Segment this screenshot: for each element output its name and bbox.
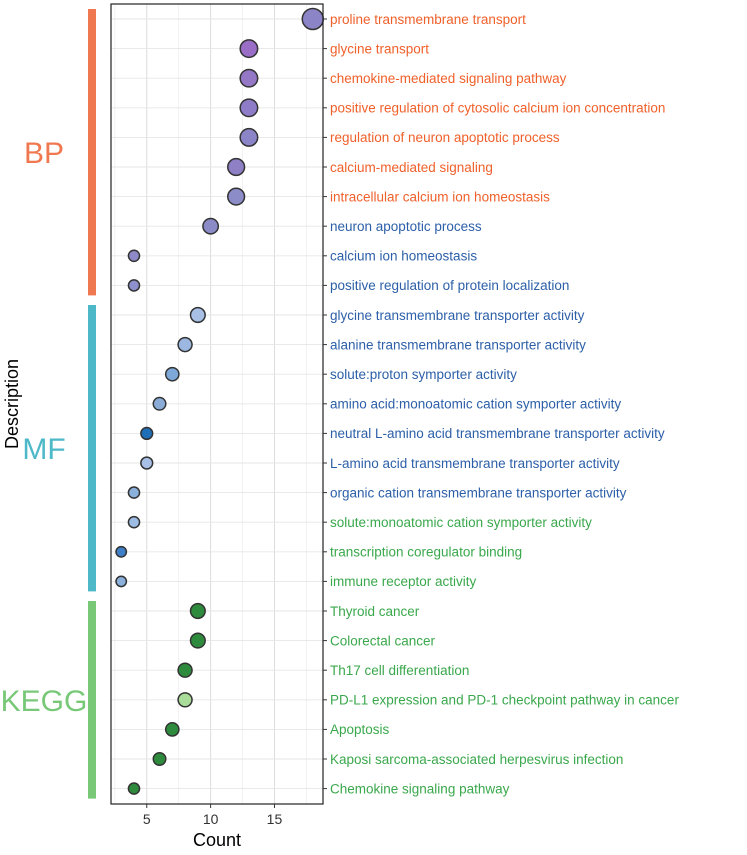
y-tick-label: proline transmembrane transport: [330, 12, 526, 27]
data-point: [202, 217, 220, 235]
data-point: [227, 157, 246, 177]
y-tick-label: Th17 cell differentiation: [330, 663, 469, 678]
data-point: [301, 7, 325, 31]
data-point: [189, 632, 206, 649]
y-tick-label: immune receptor activity: [330, 574, 477, 589]
y-tick-label: alanine transmembrane transporter activi…: [330, 337, 586, 352]
group-label-kegg: KEGG: [1, 685, 88, 718]
y-tick-label: intracellular calcium ion homeostasis: [330, 189, 550, 204]
group-label-bp: BP: [24, 137, 64, 170]
y-tick-label: organic cation transmembrane transporter…: [330, 485, 627, 500]
group-bar-kegg: [88, 601, 96, 799]
y-tick-label: regulation of neuron apoptotic process: [330, 130, 560, 145]
y-axis-title: Description: [2, 359, 22, 449]
data-point: [152, 396, 167, 411]
data-point: [177, 336, 193, 353]
x-axis-title: Count: [193, 830, 241, 850]
y-tick-label: glycine transport: [330, 41, 429, 56]
data-point: [140, 426, 154, 441]
data-point: [115, 575, 128, 588]
y-tick-label: positive regulation of cytosolic calcium…: [330, 101, 665, 116]
data-point: [239, 127, 259, 147]
data-point: [127, 279, 141, 292]
group-bar-bp: [88, 9, 96, 296]
y-tick-label: positive regulation of protein localizat…: [330, 278, 569, 293]
data-point: [127, 515, 141, 529]
data-point: [115, 545, 128, 558]
y-tick-label: Chemokine signaling pathway: [330, 781, 510, 796]
x-tick-label: 10: [203, 811, 219, 827]
data-point: [152, 751, 167, 767]
y-tick-label: L-amino acid transmembrane transporter a…: [330, 456, 620, 471]
y-tick-label: Apoptosis: [330, 722, 390, 737]
y-tick-label: chemokine-mediated signaling pathway: [330, 71, 567, 86]
x-tick-label: 15: [267, 811, 283, 827]
y-tick-label: solute:monoatomic cation symporter activ…: [330, 515, 592, 530]
y-tick-label: neutral L-amino acid transmembrane trans…: [330, 426, 665, 441]
y-tick-label: calcium ion homeostasis: [330, 249, 477, 264]
data-point: [239, 39, 259, 59]
data-point: [227, 187, 246, 206]
y-tick-label: transcription coregulator binding: [330, 545, 522, 560]
x-tick-label: 5: [143, 811, 151, 827]
data-point: [127, 249, 141, 263]
y-tick-label: Colorectal cancer: [330, 633, 436, 648]
y-tick-label: neuron apoptotic process: [330, 219, 482, 234]
data-point: [239, 68, 259, 88]
data-point: [177, 662, 193, 678]
data-point: [164, 366, 180, 382]
y-tick-label: solute:proton symporter activity: [330, 367, 517, 382]
data-point: [239, 98, 259, 118]
group-bar-mf: [88, 305, 96, 592]
y-tick-label: Kaposi sarcoma-associated herpesvirus in…: [330, 752, 623, 767]
y-tick-label: amino acid:monoatomic cation symporter a…: [330, 397, 621, 412]
y-tick-label: glycine transmembrane transporter activi…: [330, 308, 585, 323]
data-point: [164, 722, 180, 737]
group-label-mf: MF: [22, 433, 65, 466]
y-tick-label: Thyroid cancer: [330, 604, 420, 619]
y-axis-labels: proline transmembrane transport glycine t…: [323, 12, 679, 796]
data-point: [140, 456, 154, 470]
data-points: [115, 7, 325, 795]
y-tick-label: PD-L1 expression and PD-1 checkpoint pat…: [330, 693, 679, 708]
data-point: [127, 486, 141, 499]
y-tick-label: calcium-mediated signaling: [330, 160, 493, 175]
data-point: [177, 692, 193, 708]
data-point: [127, 782, 141, 795]
data-point: [189, 602, 206, 620]
data-point: [189, 306, 206, 324]
x-axis-ticks: 5 10 15: [143, 804, 283, 827]
group-bars: BP MF KEGG: [1, 9, 96, 799]
grid-lines: [111, 4, 323, 804]
